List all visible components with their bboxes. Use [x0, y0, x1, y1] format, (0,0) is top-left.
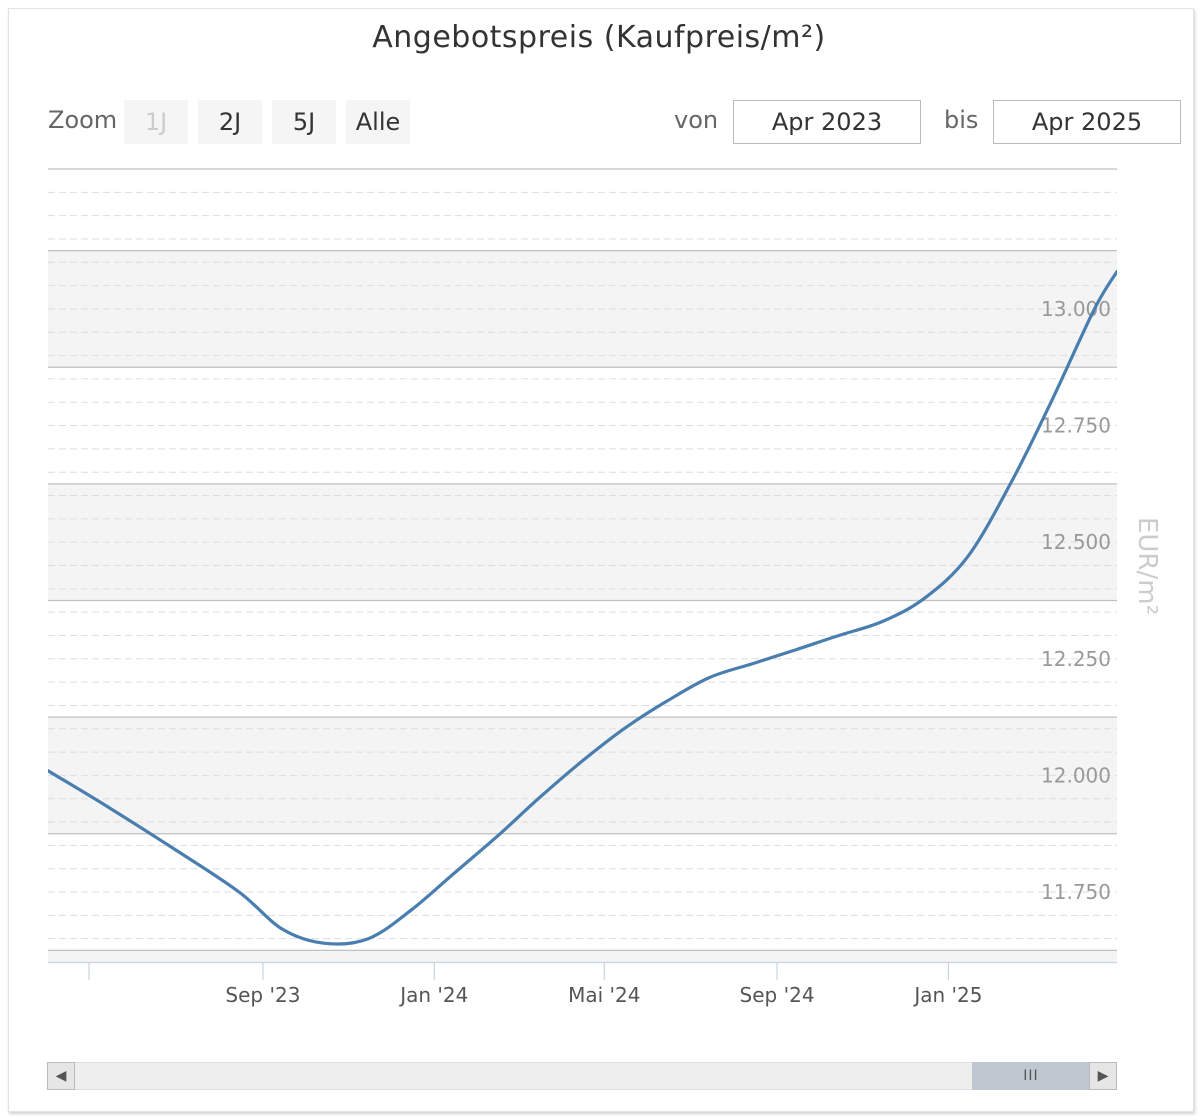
triangle-left-icon: ◀	[55, 1068, 67, 1084]
triangle-right-icon: ▶	[1097, 1068, 1109, 1084]
x-tick-label: Jan '24	[398, 983, 468, 1007]
zoom-label: Zoom	[48, 106, 118, 134]
y-axis-title: EUR/m²	[1132, 517, 1162, 615]
y-tick-label: 12.750	[1041, 414, 1111, 438]
y-tick-label: 12.000	[1041, 763, 1111, 787]
zoom-2j-button[interactable]: 2J	[198, 100, 262, 144]
scroll-left-button[interactable]: ◀	[47, 1062, 75, 1090]
zoom-5j-button[interactable]: 5J	[272, 100, 336, 144]
plot-band	[48, 950, 1117, 962]
range-to-input[interactable]: Apr 2025	[993, 100, 1181, 144]
y-tick-label: 11.750	[1041, 880, 1111, 904]
navigator-scrollbar-track[interactable]	[47, 1062, 1117, 1090]
chart-title: Angebotspreis (Kaufpreis/m²)	[372, 20, 826, 55]
price-series-line	[48, 270, 1117, 946]
x-tick-label: Sep '24	[740, 983, 815, 1007]
zoom-alle-button[interactable]: Alle	[346, 100, 410, 144]
scroll-right-button[interactable]: ▶	[1089, 1062, 1117, 1090]
zoom-1j-button[interactable]: 1J	[124, 100, 188, 144]
y-tick-label: 12.250	[1041, 647, 1111, 671]
x-tick-label: Sep '23	[225, 983, 300, 1007]
x-tick-label: Mai '24	[568, 983, 640, 1007]
grip-lines-icon: III	[1023, 1068, 1039, 1084]
range-from-input[interactable]: Apr 2023	[733, 100, 921, 144]
y-tick-label: 12.500	[1041, 530, 1111, 554]
range-from-label: von	[674, 106, 719, 134]
scrollbar-thumb[interactable]: III	[972, 1062, 1090, 1090]
x-tick-label: Jan '25	[912, 983, 982, 1007]
range-to-label: bis	[944, 106, 979, 134]
